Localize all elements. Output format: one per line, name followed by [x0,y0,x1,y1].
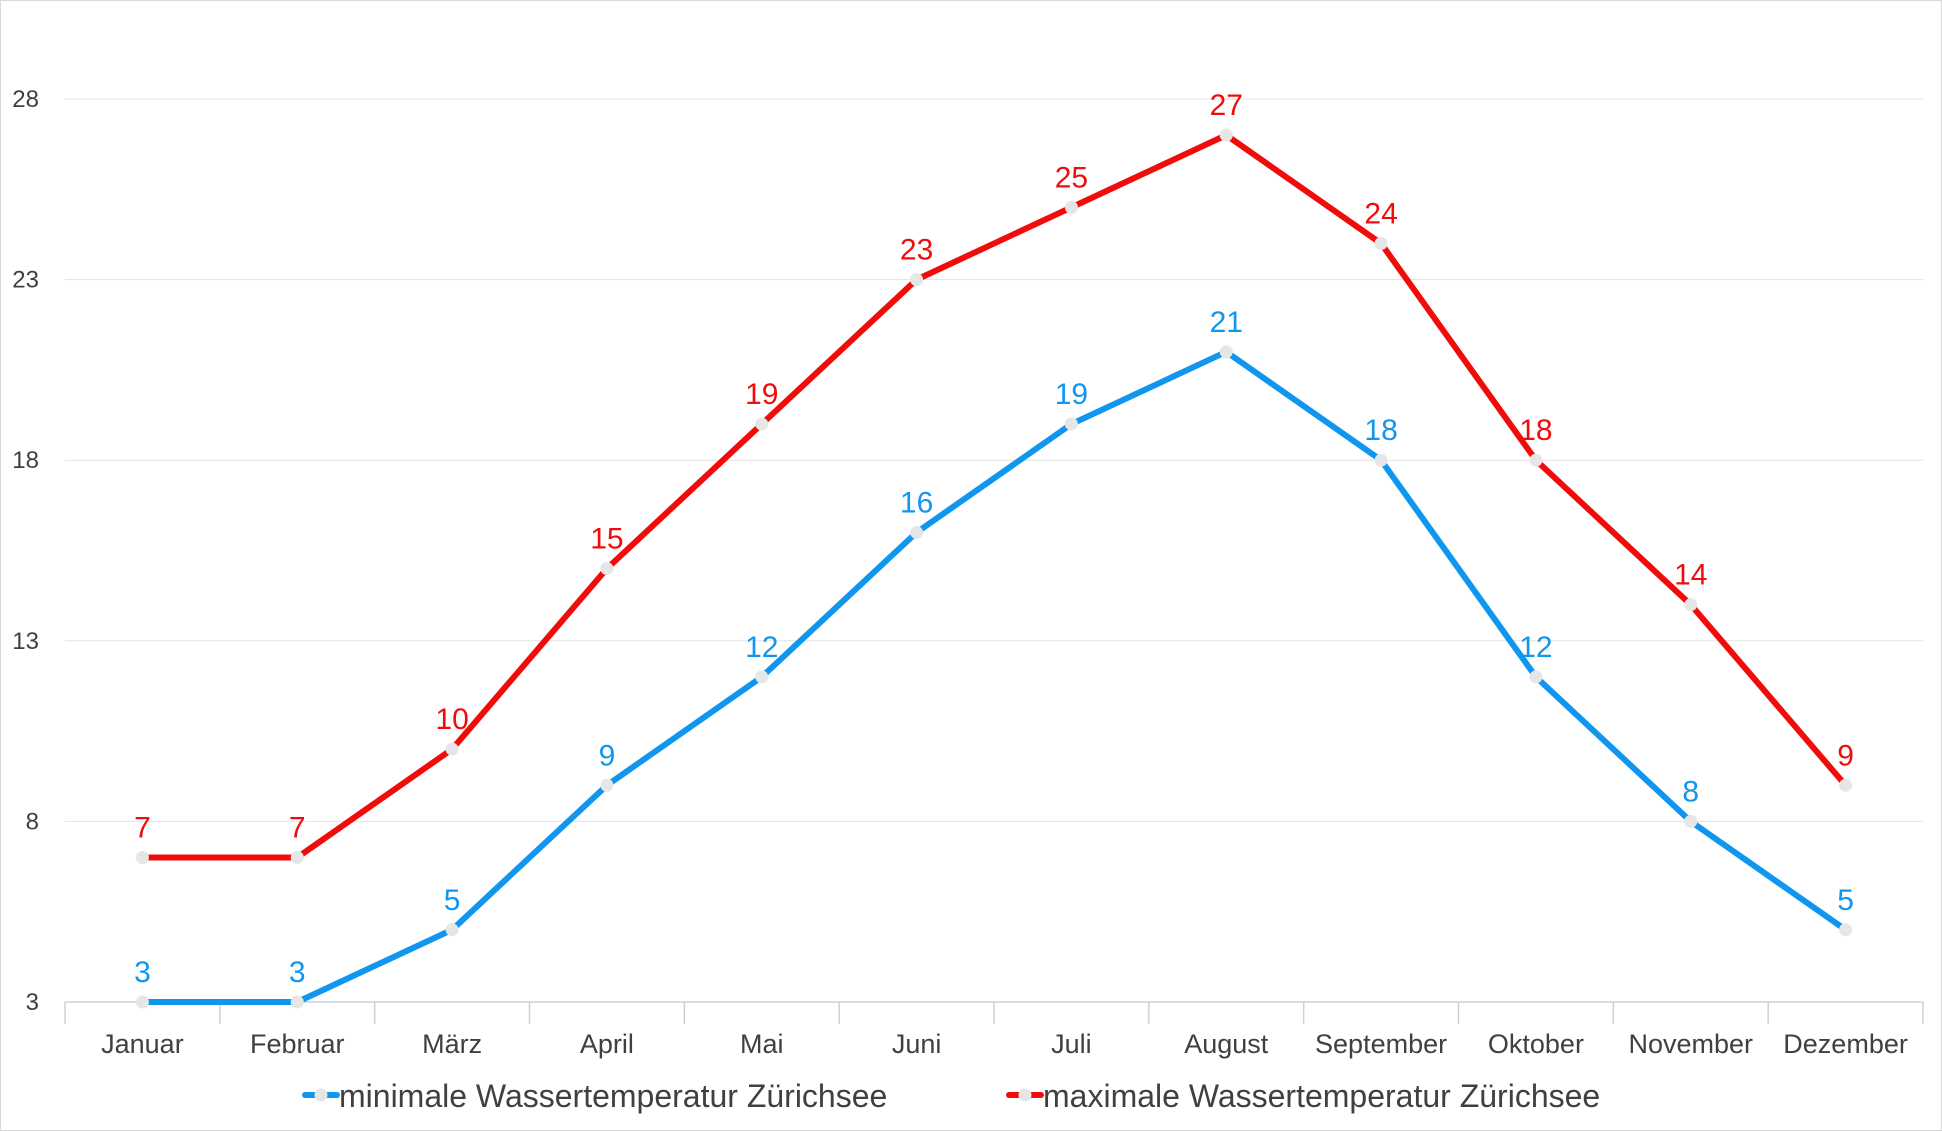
series-lines [135,128,1853,1009]
data-label: 5 [1837,884,1854,917]
data-point [290,851,304,865]
data-label: 14 [1674,559,1707,592]
series-line-1 [139,132,1849,861]
data-point [1839,778,1853,792]
data-point [445,923,459,937]
data-point [755,417,769,431]
data-label: 3 [289,956,306,989]
gridlines [65,98,1923,822]
data-point [600,562,614,576]
data-label: 12 [1519,631,1552,664]
data-label: 8 [1682,775,1699,808]
y-tick-label: 28 [12,86,39,113]
data-point [290,995,304,1009]
legend-marker [1018,1088,1032,1102]
legend-marker [314,1088,328,1102]
data-point [1374,236,1388,250]
data-point [1219,345,1233,359]
data-label: 21 [1210,306,1243,339]
x-tick-label: Dezember [1783,1029,1908,1059]
data-point [1684,814,1698,828]
data-label: 7 [289,812,306,845]
data-point [755,670,769,684]
x-axis [64,1001,1924,1024]
data-label: 19 [745,378,778,411]
x-tick-label: Mai [740,1029,784,1059]
data-point [135,851,149,865]
legend: minimale Wassertemperatur Zürichsee maxim… [302,1078,1600,1114]
data-label: 23 [900,234,933,267]
data-point [910,273,924,287]
data-label: 16 [900,486,933,519]
data-label: 12 [745,631,778,664]
data-label: 7 [134,812,151,845]
x-tick-label: April [580,1029,634,1059]
x-tick-label: August [1184,1029,1269,1059]
data-label: 3 [134,956,151,989]
x-tick-label: Januar [101,1029,184,1059]
data-label: 24 [1364,197,1397,230]
data-point [1839,923,1853,937]
data-point [445,742,459,756]
legend-label: minimale Wassertemperatur Zürichsee [339,1078,887,1114]
data-point [1219,128,1233,142]
data-label: 10 [435,703,468,736]
data-label: 9 [1837,739,1854,772]
data-label: 18 [1364,414,1397,447]
x-tick-label: März [422,1029,482,1059]
data-label: 27 [1210,89,1243,122]
y-tick-label: 3 [26,989,39,1016]
legend-label: maximale Wassertemperatur Zürichsee [1043,1078,1600,1114]
x-tick-label: Februar [250,1029,345,1059]
x-axis-tick-labels: Januar Februar März April Mai Juni Juli August S… [101,1029,1908,1059]
data-point [600,778,614,792]
y-tick-label: 8 [26,808,39,835]
y-axis-tick-labels: 3 8 13 18 23 28 [12,86,39,1016]
y-tick-label: 18 [12,447,39,474]
data-label: 5 [444,884,461,917]
y-tick-label: 23 [12,267,39,294]
data-label: 15 [590,523,623,556]
data-point [1064,200,1078,214]
data-label: 25 [1055,161,1088,194]
data-point [1529,670,1543,684]
data-point [1684,598,1698,612]
x-tick-label: Juni [892,1029,942,1059]
data-point [910,525,924,539]
y-tick-label: 13 [12,628,39,655]
data-labels: 3 3 5 9 12 16 19 21 18 12 8 5 7 7 10 15 19 23 25 27 24 18 14 9 [134,89,1854,989]
data-label: 19 [1055,378,1088,411]
data-label: 9 [599,739,616,772]
x-tick-label: Oktober [1488,1029,1584,1059]
x-tick-label: November [1628,1029,1753,1059]
data-point [135,995,149,1009]
series-line-0 [139,348,1849,1005]
data-point [1064,417,1078,431]
data-point [1529,453,1543,467]
data-point [1374,453,1388,467]
x-tick-label: Juli [1051,1029,1092,1059]
data-label: 18 [1519,414,1552,447]
x-tick-label: September [1315,1029,1447,1059]
